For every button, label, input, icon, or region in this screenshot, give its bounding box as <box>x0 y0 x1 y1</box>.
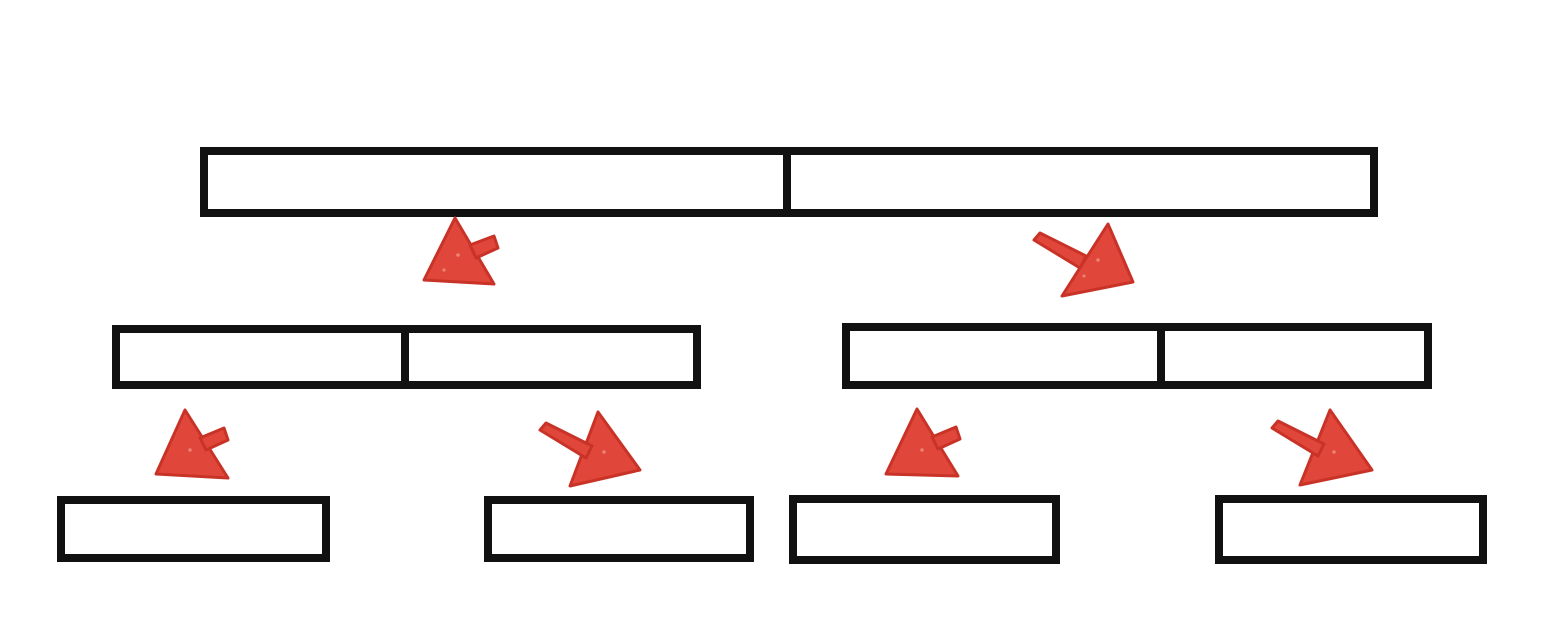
texture-speck <box>1096 258 1100 262</box>
arrow-tail <box>1270 419 1326 458</box>
texture-speck <box>188 448 192 452</box>
arrow-tail <box>930 425 962 451</box>
array-leaf-2 <box>484 496 754 562</box>
texture-speck <box>1082 274 1086 278</box>
array-right <box>842 323 1432 389</box>
arrow-left-to-root <box>422 216 500 286</box>
arrow-tail <box>468 234 500 260</box>
arrow-left-to-leaf2 <box>538 410 642 488</box>
texture-speck <box>1332 450 1336 454</box>
texture-speck <box>920 448 924 452</box>
array-root <box>200 147 1378 217</box>
arrow-tail <box>198 426 230 452</box>
texture-speck <box>456 253 460 257</box>
arrow-right-to-leaf4 <box>1270 408 1374 487</box>
array-leaf-4 <box>1215 495 1487 564</box>
texture-speck <box>442 268 446 272</box>
texture-speck <box>602 450 606 454</box>
arrow-leaf3-to-right <box>884 407 962 478</box>
array-left <box>112 325 701 389</box>
arrow-root-to-right <box>1032 222 1135 298</box>
arrow-texture <box>188 253 1336 454</box>
arrow-tail <box>1032 231 1088 270</box>
arrow-tail <box>538 421 594 460</box>
array-leaf-1 <box>57 496 330 562</box>
array-right-box <box>842 323 1432 389</box>
array-leaf-3 <box>789 495 1060 564</box>
arrow-leaf1-to-left <box>154 408 230 480</box>
